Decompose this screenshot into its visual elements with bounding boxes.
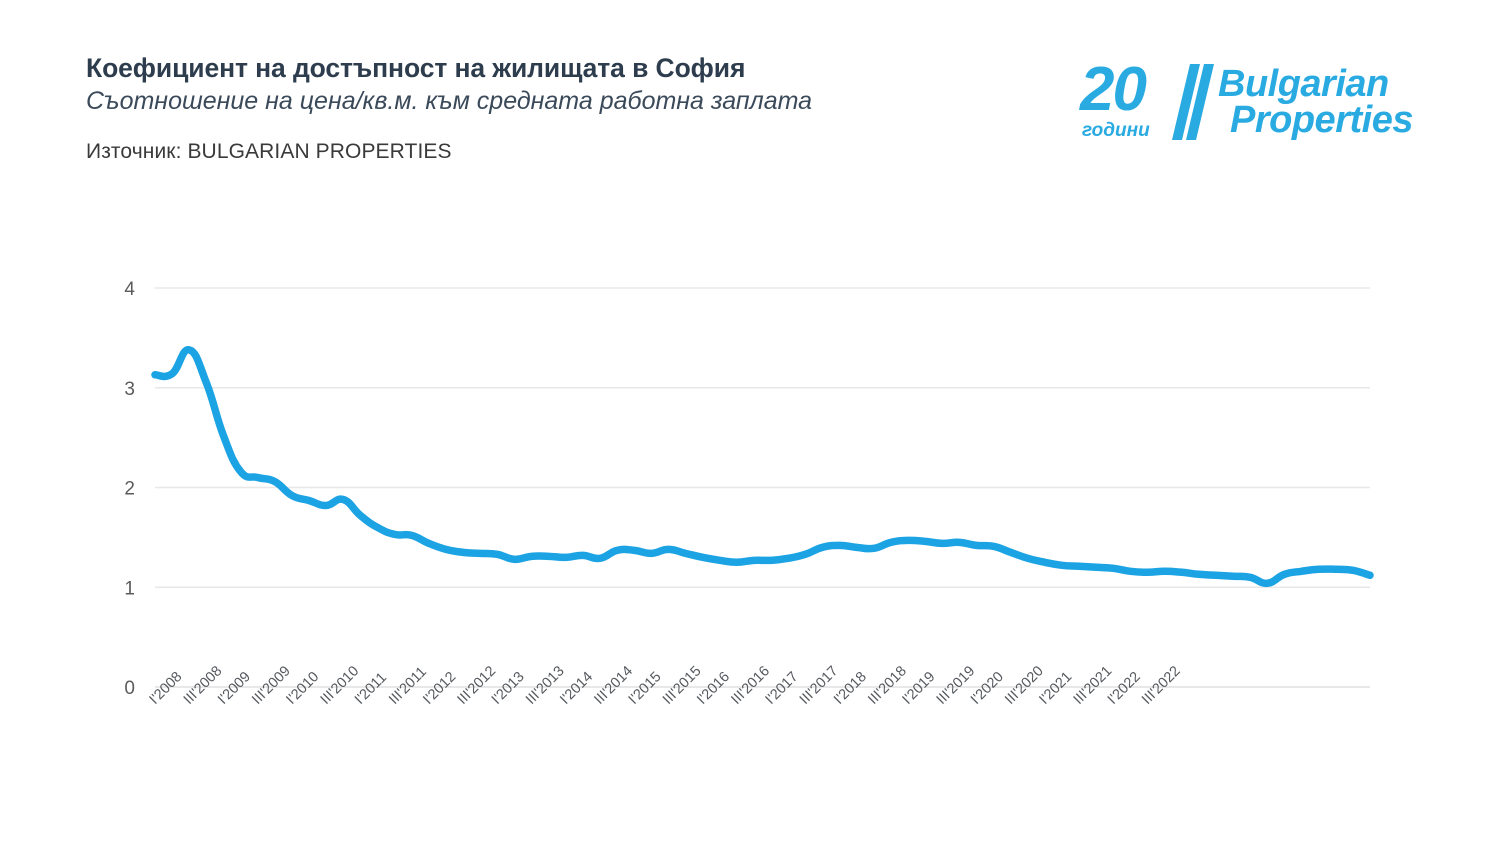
logo-number: 20	[1079, 55, 1146, 124]
logo-brand-line1: Bulgarian	[1218, 63, 1389, 105]
data-series-line	[151, 346, 1374, 588]
logo-artwork: 20 години Bulgarian Properties	[1079, 55, 1414, 142]
logo-years-word: години	[1082, 120, 1150, 141]
y-axis-ticks: 0 1 2 3 4	[124, 279, 135, 699]
logo-brand-line2: Properties	[1230, 99, 1413, 141]
x-axis-label: I'2008	[147, 669, 186, 708]
y-axis-label: 4	[124, 279, 135, 300]
y-axis-label: 0	[124, 678, 135, 699]
page-title: Коефициент на достъпност на жилищата в С…	[86, 53, 746, 83]
source-label: Източник: BULGARIAN PROPERTIES	[86, 139, 452, 163]
chart-header: Коефициент на достъпност на жилищата в С…	[86, 52, 1086, 164]
x-axis-label: III'2022	[1139, 663, 1184, 708]
y-axis-label: 2	[124, 479, 135, 500]
bulgarian-properties-logo: 20 години Bulgarian Properties	[1078, 48, 1423, 148]
y-axis-label: 1	[124, 578, 135, 599]
gridlines	[155, 287, 1370, 688]
x-axis-ticks: I'2008III'2008I'2009III'2009I'2010III'20…	[147, 663, 1184, 708]
y-axis-label: 3	[124, 379, 135, 400]
x-axis-label: III'2011	[386, 664, 430, 708]
page-subtitle: Съотношение на цена/кв.м. към средната р…	[86, 87, 813, 116]
